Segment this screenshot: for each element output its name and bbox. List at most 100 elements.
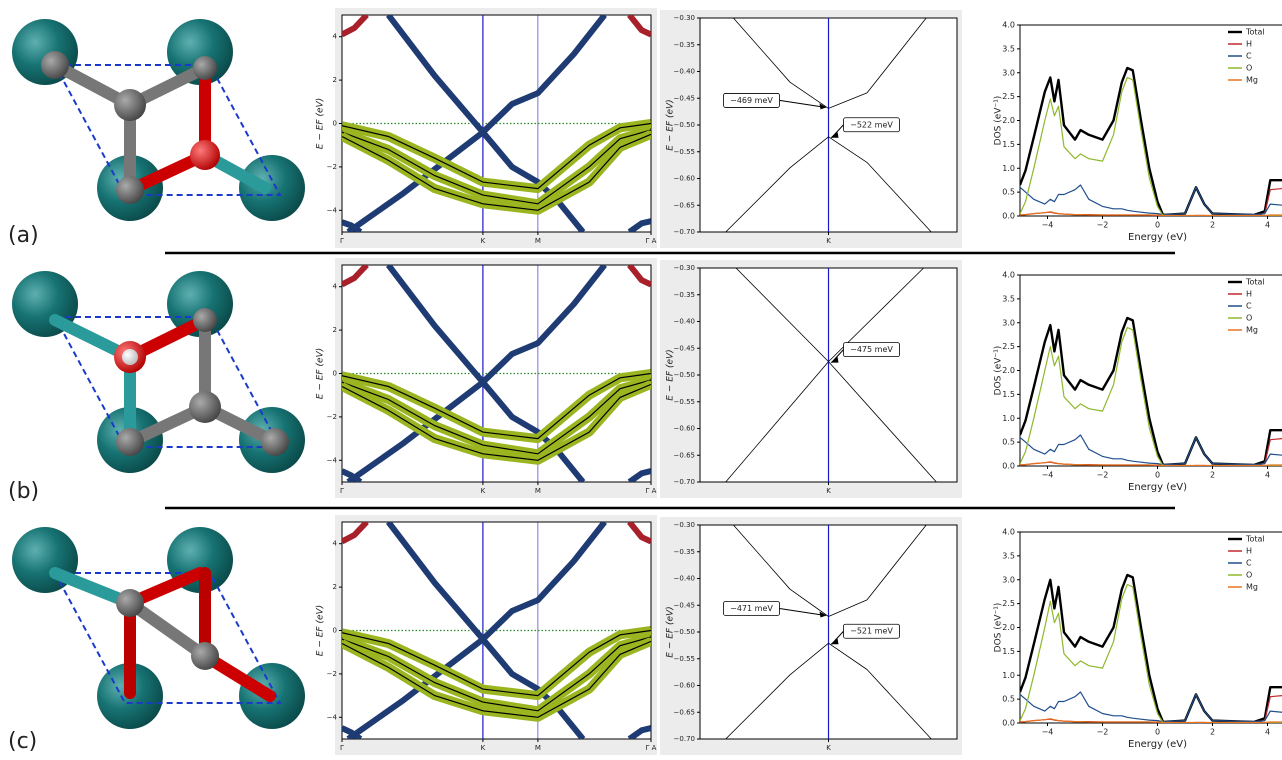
x-tick-label: K bbox=[481, 237, 486, 245]
x-tick-label: Γ bbox=[340, 237, 344, 245]
annotation-text: −521 meV bbox=[850, 627, 893, 636]
x-tick-label: 2 bbox=[1210, 221, 1215, 230]
y-tick-label: 2.5 bbox=[1002, 599, 1015, 608]
x-tick-label: 0 bbox=[1155, 728, 1160, 737]
panel-label: (c) bbox=[8, 729, 37, 754]
y-tick-label: −0.65 bbox=[674, 451, 695, 459]
y-tick-label: 3.0 bbox=[1002, 318, 1015, 327]
x-tick-label: 2 bbox=[1210, 471, 1215, 480]
y-tick-label: −0.35 bbox=[674, 41, 695, 49]
annotation-text: −475 meV bbox=[850, 345, 893, 354]
y-tick-label: −0.40 bbox=[674, 318, 695, 326]
x-tick-label: Γ bbox=[340, 744, 344, 752]
x-tick-label: −2 bbox=[1097, 221, 1109, 230]
y-tick-label: 0.5 bbox=[1002, 438, 1015, 447]
y-tick-label: −0.65 bbox=[674, 201, 695, 209]
y-tick-label: −2 bbox=[327, 670, 337, 678]
x-tick-label: M bbox=[535, 744, 541, 752]
y-tick-label: −0.70 bbox=[674, 478, 695, 486]
x-axis-label: Energy (eV) bbox=[1128, 232, 1187, 243]
y-tick-label: −0.40 bbox=[674, 68, 695, 76]
x-tick-label: 2 bbox=[1210, 728, 1215, 737]
legend-label: H bbox=[1246, 40, 1252, 49]
y-tick-label: 0.5 bbox=[1002, 695, 1015, 704]
y-tick-label: −0.55 bbox=[674, 655, 695, 663]
y-tick-label: −0.70 bbox=[674, 228, 695, 236]
x-tick-label: K bbox=[826, 237, 831, 245]
legend-label: O bbox=[1246, 314, 1252, 323]
legend-label: O bbox=[1246, 571, 1252, 580]
structure-b bbox=[12, 271, 305, 473]
y-tick-label: −0.60 bbox=[674, 175, 695, 183]
plot-area bbox=[1020, 275, 1282, 466]
legend-label: Total bbox=[1245, 535, 1265, 544]
y-tick-label: −0.55 bbox=[674, 398, 695, 406]
y-tick-label: 3.5 bbox=[1002, 294, 1015, 303]
y-tick-label: 1.5 bbox=[1002, 647, 1015, 656]
y-tick-label: 2 bbox=[333, 76, 337, 84]
plot-area bbox=[1020, 532, 1282, 723]
y-tick-label: −0.50 bbox=[674, 628, 695, 636]
y-tick-label: −0.30 bbox=[674, 521, 695, 529]
y-tick-label: −0.45 bbox=[674, 344, 695, 352]
structure-a bbox=[12, 19, 305, 221]
y-tick-label: 1.5 bbox=[1002, 140, 1015, 149]
y-tick-label: 4 bbox=[333, 33, 338, 41]
y-tick-label: 2.0 bbox=[1002, 366, 1015, 375]
annotation-text: −471 meV bbox=[730, 604, 773, 613]
y-tick-label: 4.0 bbox=[1002, 528, 1015, 537]
y-axis-label: E − EF (eV) bbox=[316, 605, 326, 656]
legend-label: C bbox=[1246, 559, 1252, 568]
legend-label: H bbox=[1246, 547, 1252, 556]
x-tick-label: M bbox=[535, 237, 541, 245]
legend-label: Mg bbox=[1246, 326, 1258, 335]
y-axis-label: E − EF (eV) bbox=[666, 606, 676, 657]
legend-label: C bbox=[1246, 302, 1252, 311]
x-tick-label: Γ A bbox=[646, 237, 657, 245]
x-tick-label: 4 bbox=[1265, 221, 1270, 230]
legend-label: Mg bbox=[1246, 76, 1258, 85]
y-tick-label: −0.40 bbox=[674, 575, 695, 583]
x-tick-label: Γ bbox=[340, 487, 344, 495]
legend-label: Mg bbox=[1246, 583, 1258, 592]
structure-c bbox=[12, 527, 305, 729]
y-tick-label: 4 bbox=[333, 283, 338, 291]
y-tick-label: 4 bbox=[333, 540, 338, 548]
y-tick-label: 0.0 bbox=[1002, 462, 1015, 471]
legend-label: Total bbox=[1245, 28, 1265, 37]
y-tick-label: −4 bbox=[327, 206, 338, 214]
y-tick-label: −0.70 bbox=[674, 735, 695, 743]
annotation-text: −469 meV bbox=[730, 96, 773, 105]
x-tick-label: K bbox=[481, 744, 486, 752]
y-tick-label: −2 bbox=[327, 163, 337, 171]
y-tick-label: 0 bbox=[333, 370, 337, 378]
y-tick-label: 2.5 bbox=[1002, 342, 1015, 351]
x-tick-label: −4 bbox=[1042, 471, 1054, 480]
y-tick-label: 2.0 bbox=[1002, 116, 1015, 125]
x-tick-label: 4 bbox=[1265, 728, 1270, 737]
x-tick-label: −2 bbox=[1097, 471, 1109, 480]
y-tick-label: −4 bbox=[327, 713, 338, 721]
x-tick-label: −4 bbox=[1042, 221, 1054, 230]
y-axis-label: DOS (eV⁻¹) bbox=[994, 96, 1004, 146]
panel-label: (a) bbox=[8, 223, 39, 248]
legend-label: C bbox=[1246, 52, 1252, 61]
x-tick-label: 4 bbox=[1265, 471, 1270, 480]
y-tick-label: −2 bbox=[327, 413, 337, 421]
y-tick-label: 1.5 bbox=[1002, 390, 1015, 399]
y-tick-label: −4 bbox=[327, 456, 338, 464]
y-tick-label: 3.5 bbox=[1002, 551, 1015, 560]
y-axis-label: E − EF (eV) bbox=[666, 349, 676, 400]
x-tick-label: −4 bbox=[1042, 728, 1054, 737]
y-tick-label: 1.0 bbox=[1002, 414, 1015, 423]
legend-label: O bbox=[1246, 64, 1252, 73]
y-tick-label: 0 bbox=[333, 120, 337, 128]
y-tick-label: −0.55 bbox=[674, 148, 695, 156]
x-axis-label: Energy (eV) bbox=[1128, 739, 1187, 750]
y-axis-label: E − EF (eV) bbox=[316, 348, 326, 399]
y-tick-label: −0.65 bbox=[674, 708, 695, 716]
y-tick-label: −0.50 bbox=[674, 121, 695, 129]
x-tick-label: −2 bbox=[1097, 728, 1109, 737]
y-tick-label: 0.0 bbox=[1002, 212, 1015, 221]
y-axis-label: DOS (eV⁻¹) bbox=[994, 346, 1004, 396]
